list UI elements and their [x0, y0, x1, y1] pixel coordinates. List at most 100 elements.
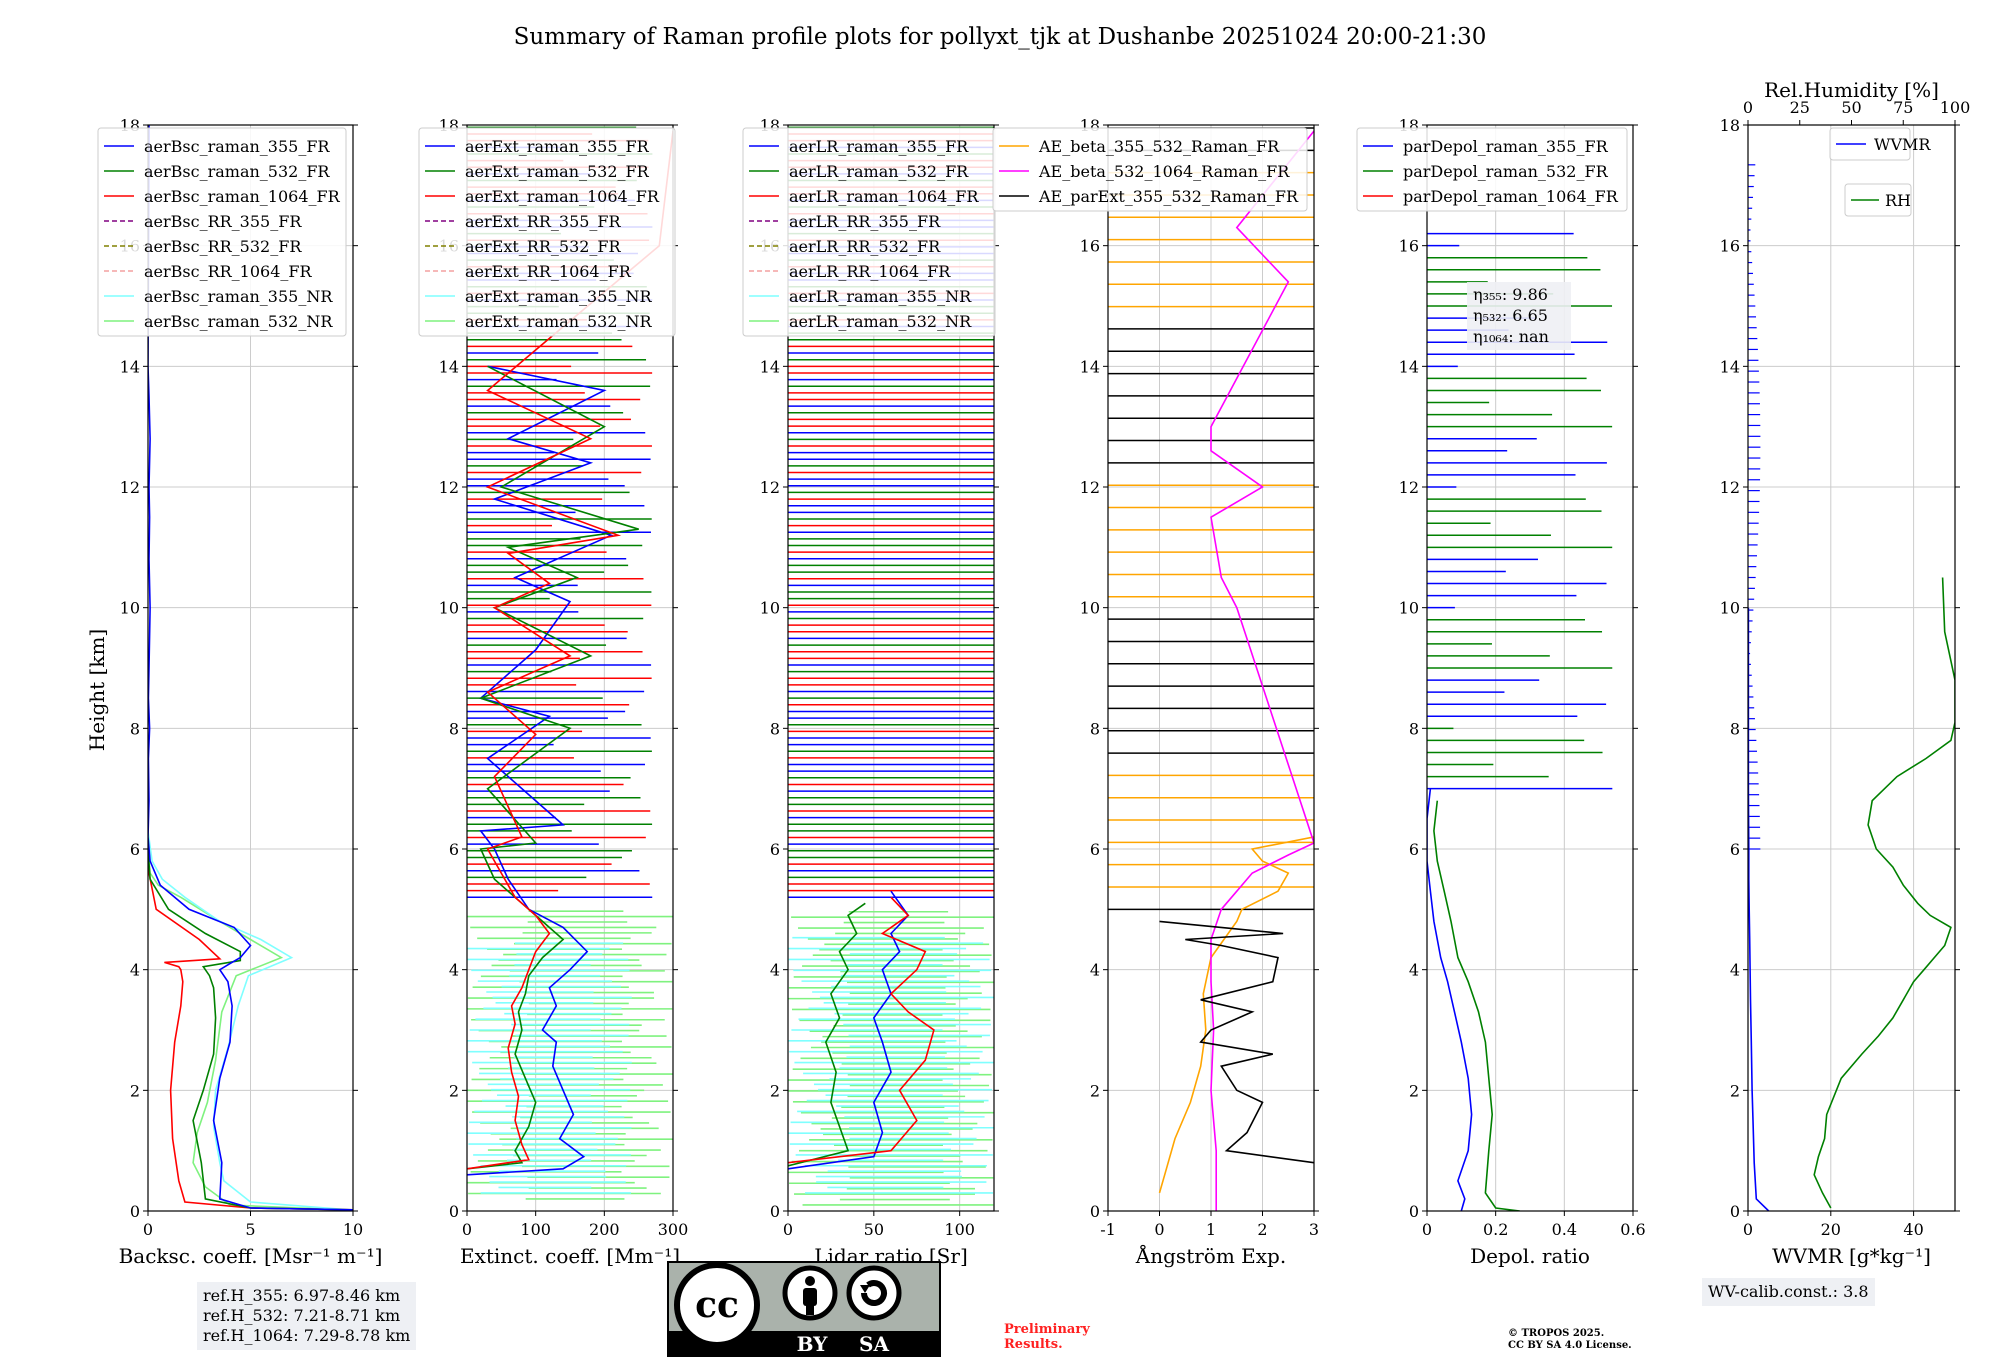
legend-label-bsc: aerBsc_raman_532_FR: [144, 162, 330, 181]
legend-label-lr: aerLR_raman_532_NR: [789, 312, 972, 331]
y-tick-label-ext: 8: [449, 719, 459, 738]
x-tick-label-ext: 0: [462, 1220, 472, 1239]
reference-height-box: ref.H_355: 6.97-8.46 km ref.H_532: 7.21-…: [197, 1282, 417, 1350]
axes-frame-wv: [1747, 124, 1956, 1212]
x-tick-label-ext: 300: [658, 1220, 689, 1239]
legend-label-ext: aerExt_RR_1064_FR: [465, 262, 632, 281]
x-tick-label-wv: 20: [1821, 1220, 1841, 1239]
x-tick-label-ext: 200: [589, 1220, 620, 1239]
top-x-tick-label-wv: 75: [1893, 98, 1913, 117]
preliminary-results-note: Preliminary Results.: [1004, 1322, 1090, 1352]
legend-label-depol: parDepol_raman_532_FR: [1403, 162, 1609, 181]
figure-title: Summary of Raman profile plots for polly…: [514, 24, 1487, 50]
series-aerBsc_raman_532_NR: [148, 818, 343, 1211]
y-tick-label-lr: 6: [770, 840, 780, 859]
series-aerBsc_raman_1064_FR: [148, 848, 353, 1211]
y-tick-label-depol: 4: [1409, 961, 1419, 980]
preliminary-line-2: Results.: [1004, 1337, 1063, 1352]
plot-area-wv: [1748, 125, 1955, 1211]
legend-label-lr: aerLR_raman_1064_FR: [789, 187, 979, 206]
y-tick-label-ae: 6: [1090, 840, 1100, 859]
y-tick-label-ext: 14: [439, 357, 459, 376]
series-RH: [1813, 577, 1955, 1209]
y-tick-label-lr: 8: [770, 719, 780, 738]
panel-ext: 0246810121416180100200300Extinct. coeff.…: [418, 116, 689, 1268]
by-text: BY: [797, 1332, 829, 1356]
y-tick-label-ext: 10: [439, 599, 459, 618]
series-AE_parExt_355_532_Raman_FR: [1159, 920, 1314, 1164]
top-x-tick-label-wv: 50: [1841, 98, 1861, 117]
x-tick-label-ae: 2: [1257, 1220, 1267, 1239]
x-tick-label-lr: 100: [944, 1220, 975, 1239]
legend-label-ext: aerExt_raman_355_FR: [465, 137, 650, 156]
y-tick-label-depol: 6: [1409, 840, 1419, 859]
legend-label-ext: aerExt_raman_355_NR: [465, 287, 653, 306]
plot-area-bsc: [148, 125, 353, 1211]
x-tick-label-lr: 0: [783, 1220, 793, 1239]
legend-label-ext: aerExt_raman_532_FR: [465, 162, 650, 181]
x-axis-label-bsc: Backsc. coeff. [Msr⁻¹ m⁻¹]: [119, 1244, 383, 1268]
series-AE_beta_532_1064_Raman_FR: [1210, 130, 1314, 1211]
y-tick-label-ext: 0: [449, 1202, 459, 1221]
y-tick-label-bsc: 4: [130, 961, 140, 980]
legend-label-depol: parDepol_raman_1064_FR: [1403, 187, 1619, 206]
refh-1064: ref.H_1064: 7.29-8.78 km: [203, 1326, 411, 1345]
y-tick-label-depol: 8: [1409, 719, 1419, 738]
y-tick-label-bsc: 6: [130, 840, 140, 859]
x-tick-label-depol: 0: [1422, 1220, 1432, 1239]
y-tick-label-depol: 16: [1399, 237, 1419, 256]
series-aerExt_raman_1064_FR: [467, 130, 673, 1170]
sa-share-icon: [861, 1280, 887, 1306]
y-tick-label-wv: 12: [1720, 478, 1740, 497]
refh-355: ref.H_355: 6.97-8.46 km: [203, 1286, 401, 1305]
legend-label-rh: RH: [1885, 191, 1911, 210]
panel-lr: 024681012141618050100Lidar ratio [Sr]aer…: [742, 116, 999, 1268]
y-tick-label-wv: 4: [1730, 961, 1740, 980]
legend-box-ae: [992, 127, 1308, 212]
y-tick-label-ae: 10: [1080, 599, 1100, 618]
x-tick-label-wv: 40: [1903, 1220, 1923, 1239]
legend-label-ext: aerExt_raman_532_NR: [465, 312, 653, 331]
legend-box-depol: [1356, 127, 1628, 212]
y-tick-label-wv: 10: [1720, 599, 1740, 618]
legend-label-ae: AE_beta_355_532_Raman_FR: [1038, 137, 1280, 156]
y-tick-label-wv: 18: [1720, 116, 1740, 135]
y-tick-label-bsc: 12: [120, 478, 140, 497]
series-aerLR_raman_1064_FR: [788, 896, 935, 1164]
x-tick-label-ae: 1: [1206, 1220, 1216, 1239]
series-parDepol_raman_532_FR: [1433, 800, 1520, 1211]
x-tick-label-bsc: 5: [245, 1220, 255, 1239]
y-tick-label-wv: 0: [1730, 1202, 1740, 1221]
plot-area-ae: [1108, 125, 1314, 1211]
y-tick-label-depol: 14: [1399, 357, 1419, 376]
x-tick-label-bsc: 0: [143, 1220, 153, 1239]
top-x-tick-label-wv: 100: [1940, 98, 1971, 117]
series-aerExt_raman_355_FR: [467, 365, 614, 1176]
y-tick-label-bsc: 10: [120, 599, 140, 618]
preliminary-line-1: Preliminary: [1004, 1322, 1090, 1337]
y-tick-label-ae: 14: [1080, 357, 1100, 376]
sa-text: SA: [859, 1332, 889, 1356]
legend-box-ext: [418, 127, 676, 337]
legend-label-bsc: aerBsc_raman_355_NR: [144, 287, 333, 306]
x-tick-label-ae: 0: [1154, 1220, 1164, 1239]
legend-label-bsc: aerBsc_RR_1064_FR: [144, 262, 313, 281]
top-x-axis-label-wv: Rel.Humidity [%]: [1764, 78, 1939, 102]
x-axis-label-ae: Ångström Exp.: [1135, 1243, 1286, 1268]
y-tick-label-bsc: 2: [130, 1081, 140, 1100]
cc-license-logo: cc BY SA: [667, 1261, 941, 1357]
x-axis-label-depol: Depol. ratio: [1470, 1244, 1590, 1268]
eta-annotation-1: η₅₃₂: 6.65: [1473, 306, 1548, 325]
y-tick-label-depol: 0: [1409, 1202, 1419, 1221]
series-parDepol_raman_355_FR: [1427, 788, 1473, 1211]
legend-box-bsc: [97, 127, 347, 337]
legend-label-ae: AE_beta_532_1064_Raman_FR: [1038, 162, 1290, 181]
copyright-line-2: CC BY SA 4.0 License.: [1508, 1340, 1632, 1351]
y-tick-label-ext: 12: [439, 478, 459, 497]
x-tick-label-depol: 0.6: [1620, 1220, 1645, 1239]
legend-label-bsc: aerBsc_raman_532_NR: [144, 312, 333, 331]
y-tick-label-lr: 14: [760, 357, 780, 376]
x-tick-label-ext: 100: [520, 1220, 551, 1239]
